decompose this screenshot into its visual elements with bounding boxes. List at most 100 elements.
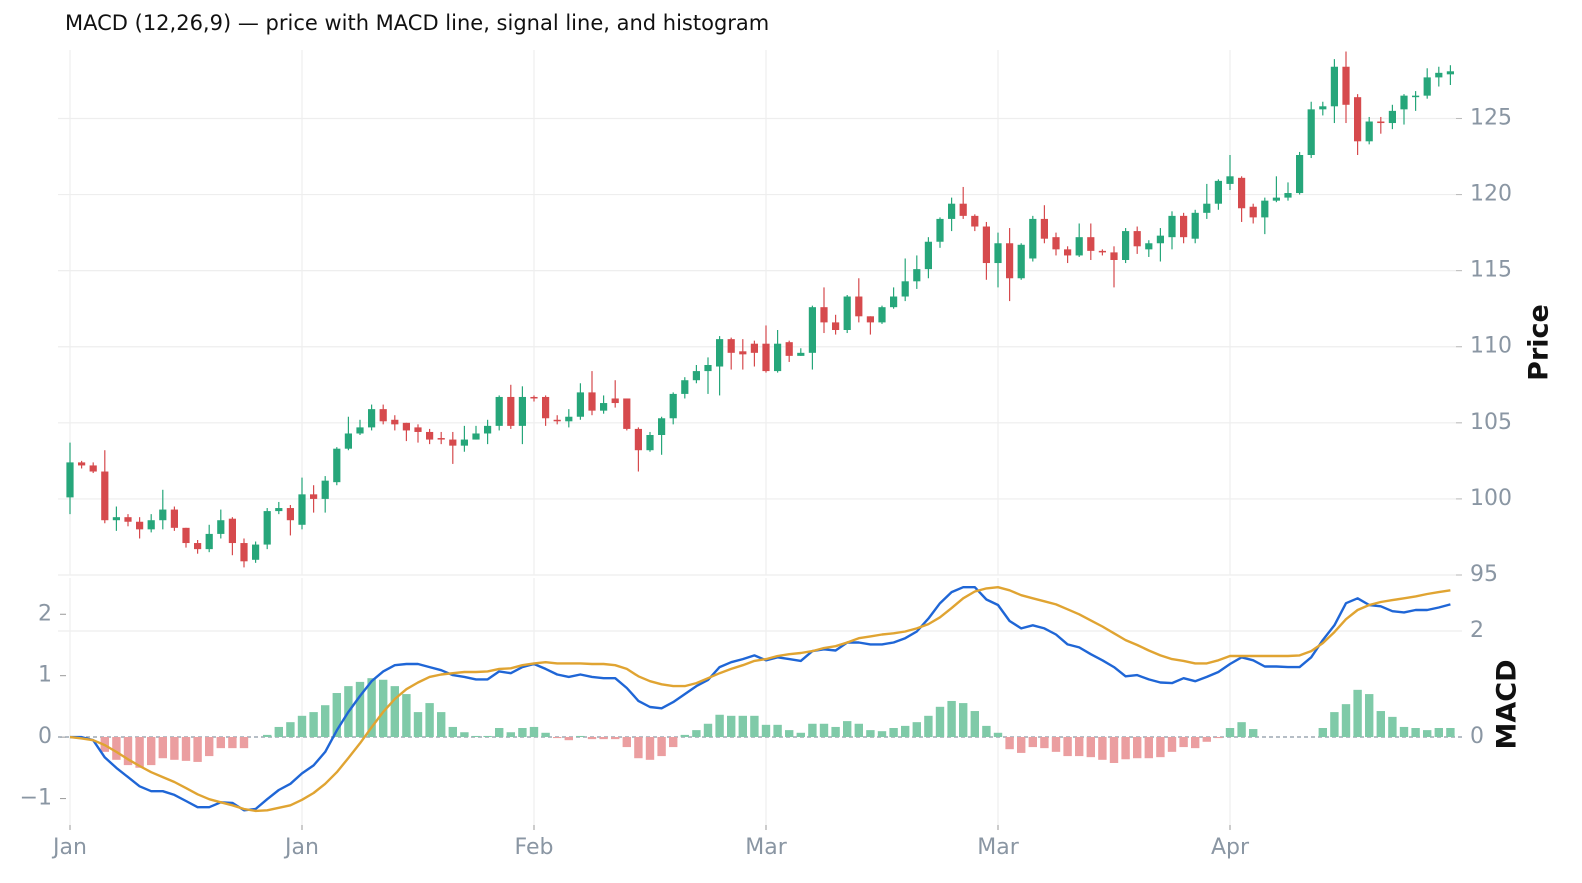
histogram-bar xyxy=(622,737,631,748)
candle-body xyxy=(1272,197,1280,201)
candle-body xyxy=(426,431,434,440)
y-tick-label: 115 xyxy=(1470,258,1512,283)
y-tick-label: 1 xyxy=(38,663,52,688)
candle-body xyxy=(774,343,782,372)
candle-body xyxy=(472,433,480,440)
histogram-bar xyxy=(819,723,829,738)
candle-body xyxy=(832,322,840,330)
histogram-bar xyxy=(1399,726,1409,738)
candle-body xyxy=(1191,212,1199,239)
histogram-bar xyxy=(518,728,527,738)
histogram-bar xyxy=(1365,694,1374,738)
candle-body xyxy=(263,511,271,545)
candle-body xyxy=(982,226,990,264)
candle-body xyxy=(136,521,144,530)
candle-body xyxy=(716,339,724,367)
candle-body xyxy=(228,518,236,544)
histogram-bar xyxy=(112,737,121,760)
candle-body xyxy=(948,203,956,219)
candle-body xyxy=(414,427,422,432)
candle-body xyxy=(1261,200,1269,218)
candle-body xyxy=(959,203,967,216)
candle-body xyxy=(530,396,538,399)
histogram-bar xyxy=(889,728,898,738)
histogram-bar xyxy=(379,679,388,738)
candle-body xyxy=(1098,250,1106,253)
candle-body xyxy=(1133,231,1141,247)
y-tick-label: 0 xyxy=(38,724,52,749)
histogram-bar xyxy=(1051,737,1061,752)
histogram-bar xyxy=(1028,737,1037,748)
candle-body xyxy=(1214,180,1222,204)
histogram-bar xyxy=(1179,737,1188,748)
candle-body xyxy=(658,418,666,435)
histogram-bar xyxy=(564,737,573,741)
candle-body xyxy=(576,392,584,417)
histogram-bar xyxy=(657,737,666,757)
x-tick-label: Mar xyxy=(977,835,1019,860)
histogram-bar xyxy=(135,737,144,768)
candle-body xyxy=(159,509,167,521)
candle-body xyxy=(1423,77,1431,96)
histogram-bar xyxy=(993,732,1003,738)
histogram-bar xyxy=(970,711,979,738)
candle-body xyxy=(495,396,503,426)
candle-body xyxy=(878,307,886,323)
histogram-bar xyxy=(1121,737,1130,760)
candle-body xyxy=(1052,237,1060,250)
histogram-bar xyxy=(297,715,307,738)
histogram-bar xyxy=(680,734,689,738)
candle-body xyxy=(1168,215,1176,238)
histogram-bar xyxy=(924,715,933,738)
candle-body xyxy=(1006,243,1014,279)
candle-body xyxy=(1446,71,1454,75)
candle-body xyxy=(843,296,851,330)
candle-body xyxy=(750,343,758,353)
candle-body xyxy=(623,398,631,429)
histogram-bar xyxy=(1353,689,1362,738)
candle-body xyxy=(240,543,248,562)
histogram-bar xyxy=(831,726,840,738)
histogram-bar xyxy=(959,703,968,738)
candle-body xyxy=(553,419,561,422)
histogram-bar xyxy=(738,715,747,738)
candle-body xyxy=(565,416,573,422)
candle-body xyxy=(402,422,410,431)
histogram-bar xyxy=(843,721,852,738)
candle-body xyxy=(820,307,828,323)
histogram-bar xyxy=(669,737,678,748)
histogram-bar xyxy=(181,737,191,761)
y-tick-label: 125 xyxy=(1470,105,1512,130)
candle-body xyxy=(855,296,863,317)
histogram-bar xyxy=(947,700,956,738)
histogram-bar xyxy=(402,694,411,738)
candle-body xyxy=(797,352,805,356)
y-tick-label: 120 xyxy=(1470,182,1512,207)
candle-body xyxy=(321,480,329,499)
histogram-bar xyxy=(1167,737,1177,752)
y2-tick-label: 0 xyxy=(1470,724,1484,749)
histogram-bar xyxy=(587,737,597,740)
histogram-bar xyxy=(355,681,365,738)
histogram-bar xyxy=(808,723,817,738)
histogram-bar xyxy=(425,703,434,738)
histogram-bar xyxy=(1086,737,1095,758)
histogram-bar xyxy=(483,735,492,738)
candle-body xyxy=(310,494,318,499)
histogram-bar xyxy=(692,730,701,738)
x-tick-label: Jan xyxy=(51,835,87,860)
histogram-bar xyxy=(1434,728,1443,738)
histogram-bar xyxy=(750,715,759,738)
candle-body xyxy=(692,371,700,381)
histogram-bar xyxy=(147,737,156,766)
candle-body xyxy=(217,520,225,534)
candle-body xyxy=(739,351,747,355)
histogram-bar xyxy=(1376,711,1385,738)
histogram-bar xyxy=(901,725,910,738)
histogram-bar xyxy=(321,705,330,738)
candle-body xyxy=(1365,121,1373,142)
histogram-bar xyxy=(982,725,991,738)
histogram-bar xyxy=(170,737,179,760)
candle-body xyxy=(1330,66,1338,107)
y-tick-label: 100 xyxy=(1470,486,1512,511)
